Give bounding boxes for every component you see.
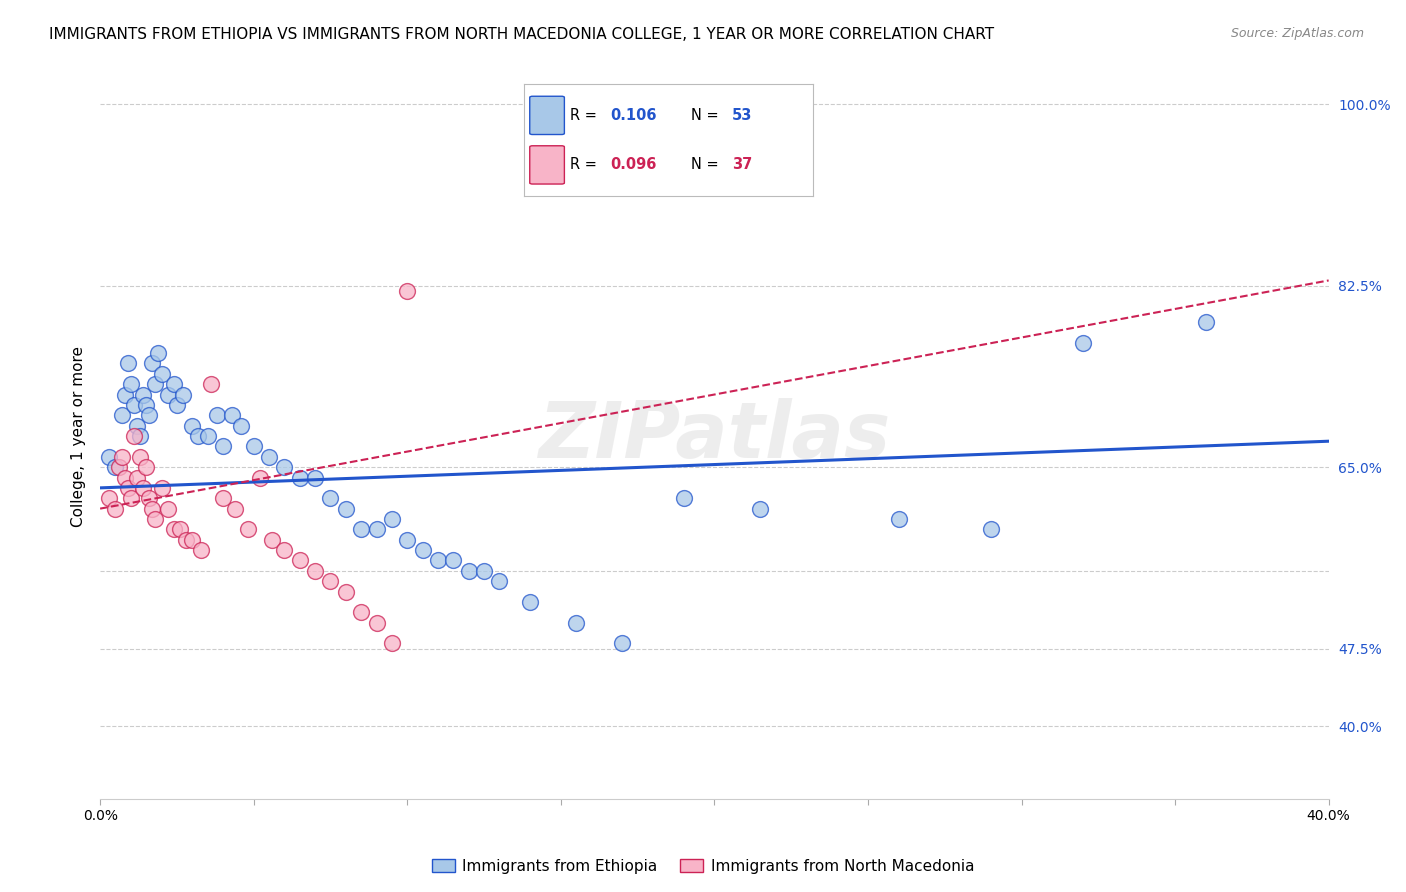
Point: [288, 470, 311, 484]
Point: [129, 429, 152, 443]
Point: [138, 409, 160, 423]
Point: [519, 595, 541, 609]
Point: [304, 470, 326, 484]
Point: [242, 439, 264, 453]
Point: [396, 284, 419, 298]
Point: [319, 491, 342, 506]
Point: [98, 491, 121, 506]
Point: [150, 367, 173, 381]
Point: [273, 460, 295, 475]
Point: [181, 418, 204, 433]
Point: [472, 564, 495, 578]
Point: [187, 429, 209, 443]
Point: [212, 491, 235, 506]
Point: [350, 605, 373, 619]
Point: [231, 418, 253, 433]
Point: [612, 636, 634, 650]
Point: [145, 512, 167, 526]
Point: [441, 553, 464, 567]
Point: [887, 512, 910, 526]
Point: [138, 491, 160, 506]
Point: [125, 470, 148, 484]
Y-axis label: College, 1 year or more: College, 1 year or more: [72, 345, 86, 526]
Point: [132, 481, 155, 495]
Point: [163, 377, 186, 392]
Point: [350, 522, 373, 536]
Point: [114, 470, 136, 484]
Point: [212, 439, 235, 453]
Point: [148, 346, 170, 360]
Point: [125, 418, 148, 433]
Point: [1195, 315, 1218, 329]
Point: [457, 564, 479, 578]
Point: [366, 522, 388, 536]
Point: [169, 522, 191, 536]
Point: [104, 460, 127, 475]
Text: ZIPatlas: ZIPatlas: [538, 398, 890, 474]
Point: [156, 501, 179, 516]
Point: [114, 387, 136, 401]
Point: [335, 584, 357, 599]
Point: [135, 398, 157, 412]
Legend: Immigrants from Ethiopia, Immigrants from North Macedonia: Immigrants from Ethiopia, Immigrants fro…: [426, 853, 980, 880]
Point: [129, 450, 152, 464]
Point: [980, 522, 1002, 536]
Point: [262, 533, 284, 547]
Point: [111, 409, 134, 423]
Point: [190, 543, 212, 558]
Text: IMMIGRANTS FROM ETHIOPIA VS IMMIGRANTS FROM NORTH MACEDONIA COLLEGE, 1 YEAR OR M: IMMIGRANTS FROM ETHIOPIA VS IMMIGRANTS F…: [49, 27, 994, 42]
Point: [172, 387, 194, 401]
Point: [304, 564, 326, 578]
Point: [335, 501, 357, 516]
Point: [132, 387, 155, 401]
Point: [145, 377, 167, 392]
Point: [174, 533, 197, 547]
Point: [200, 377, 222, 392]
Point: [381, 636, 404, 650]
Point: [197, 429, 219, 443]
Text: Source: ZipAtlas.com: Source: ZipAtlas.com: [1230, 27, 1364, 40]
Point: [117, 356, 139, 370]
Point: [396, 533, 419, 547]
Point: [122, 429, 145, 443]
Point: [1071, 335, 1094, 350]
Point: [319, 574, 342, 589]
Point: [107, 460, 129, 475]
Point: [98, 450, 121, 464]
Point: [122, 398, 145, 412]
Point: [221, 409, 243, 423]
Point: [427, 553, 450, 567]
Point: [381, 512, 404, 526]
Point: [150, 481, 173, 495]
Point: [117, 481, 139, 495]
Point: [288, 553, 311, 567]
Point: [488, 574, 510, 589]
Point: [366, 615, 388, 630]
Point: [120, 491, 142, 506]
Point: [120, 377, 142, 392]
Point: [205, 409, 228, 423]
Point: [104, 501, 127, 516]
Point: [141, 501, 163, 516]
Point: [181, 533, 204, 547]
Point: [156, 387, 179, 401]
Point: [141, 356, 163, 370]
Point: [135, 460, 157, 475]
Point: [166, 398, 188, 412]
Point: [111, 450, 134, 464]
Point: [565, 615, 588, 630]
Point: [412, 543, 434, 558]
Point: [257, 450, 280, 464]
Point: [273, 543, 295, 558]
Point: [236, 522, 259, 536]
Point: [749, 501, 772, 516]
Point: [224, 501, 246, 516]
Point: [249, 470, 271, 484]
Point: [163, 522, 186, 536]
Point: [672, 491, 695, 506]
